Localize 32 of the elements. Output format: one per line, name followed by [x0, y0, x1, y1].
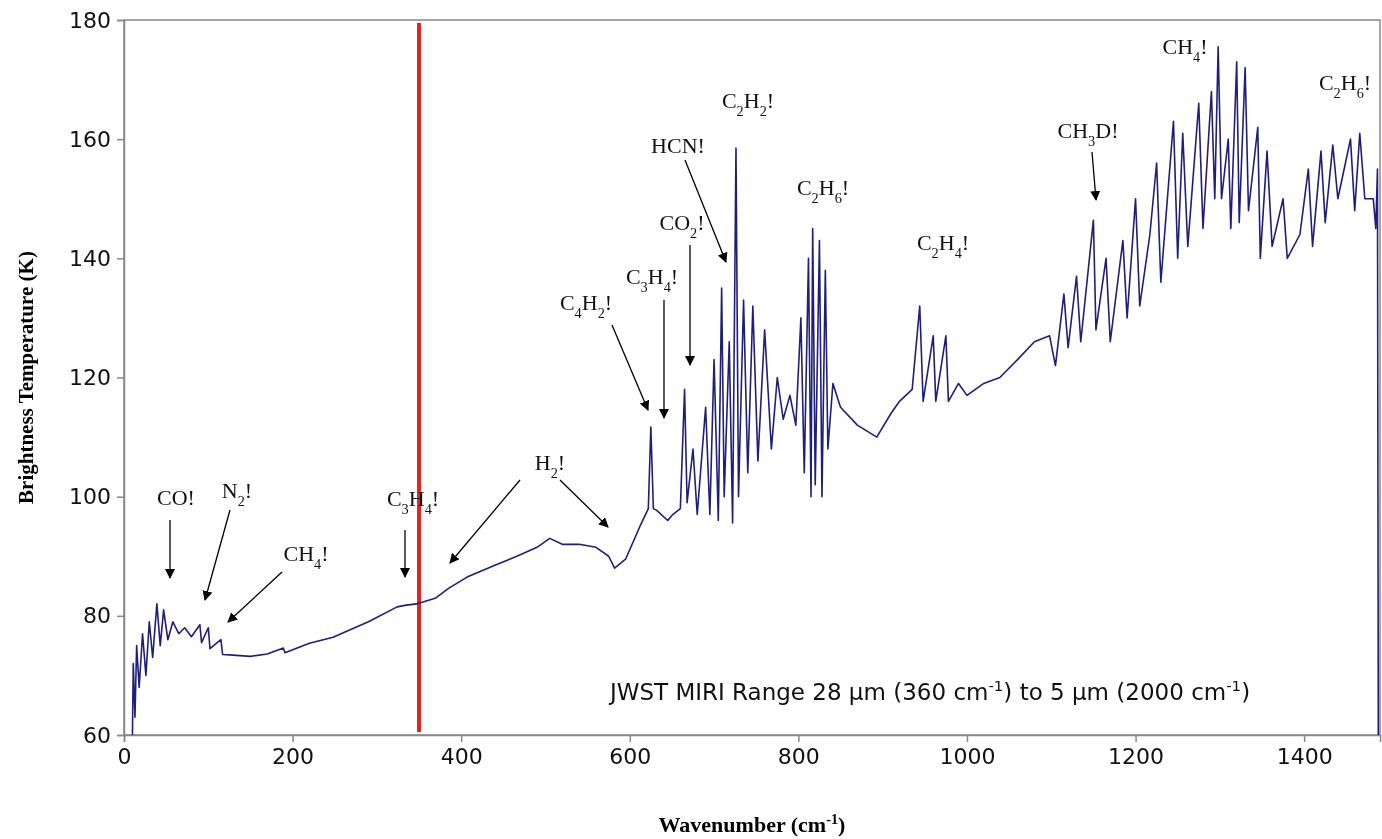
- annotation: CH$_{3}$D!: [1057, 118, 1119, 149]
- annotation: C$_{2}$H$_{6}$!: [796, 175, 850, 206]
- x-tick-label: 1200: [1108, 743, 1165, 769]
- y-tick-label: 60: [83, 722, 111, 748]
- annotation: CO$_{2}$!: [659, 210, 705, 241]
- annotation: CH$_{4}$!: [283, 541, 329, 572]
- annotation: JWST MIRI Range 28 µm (360 cm$^{-1}$) to 5 µm (2000 cm$^{-1}$): [607, 677, 1251, 705]
- annotation: CH$_{4}$!: [1162, 34, 1208, 65]
- x-tick-label: 200: [272, 743, 315, 769]
- annotation: C$_{2}$H$_{4}$!: [916, 230, 970, 261]
- x-axis-title: Wavenumber (cm$^{-1}$): [658, 811, 846, 837]
- annotation: C$_{3}$H$_{4}$!: [625, 264, 679, 295]
- y-tick-label: 160: [69, 126, 111, 152]
- annotation: H$_{2}$!: [534, 450, 566, 481]
- y-tick-label: 100: [69, 484, 111, 510]
- annotation: CO!: [157, 485, 195, 510]
- annotation: C$_{4}$H$_{2}$!: [559, 290, 613, 321]
- y-tick-label: 180: [69, 7, 111, 33]
- annotation: C$_{2}$H$_{2}$!: [721, 88, 775, 119]
- x-tick-label: 400: [440, 743, 483, 769]
- y-tick-label: 120: [69, 365, 111, 391]
- y-tick-label: 140: [69, 245, 111, 271]
- annotation: HCN!: [651, 133, 705, 158]
- x-tick-label: 0: [117, 743, 132, 769]
- y-axis-title: Brightness Temperature (K): [14, 251, 38, 504]
- x-tick-label: 1400: [1276, 743, 1333, 769]
- annotation: N$_{2}$!: [221, 478, 253, 509]
- y-tick-label: 80: [83, 603, 111, 629]
- x-tick-label: 800: [777, 743, 820, 769]
- x-tick-label: 1000: [939, 743, 996, 769]
- x-tick-label: 600: [609, 743, 652, 769]
- annotation: C$_{2}$H$_{6}$!: [1318, 70, 1372, 101]
